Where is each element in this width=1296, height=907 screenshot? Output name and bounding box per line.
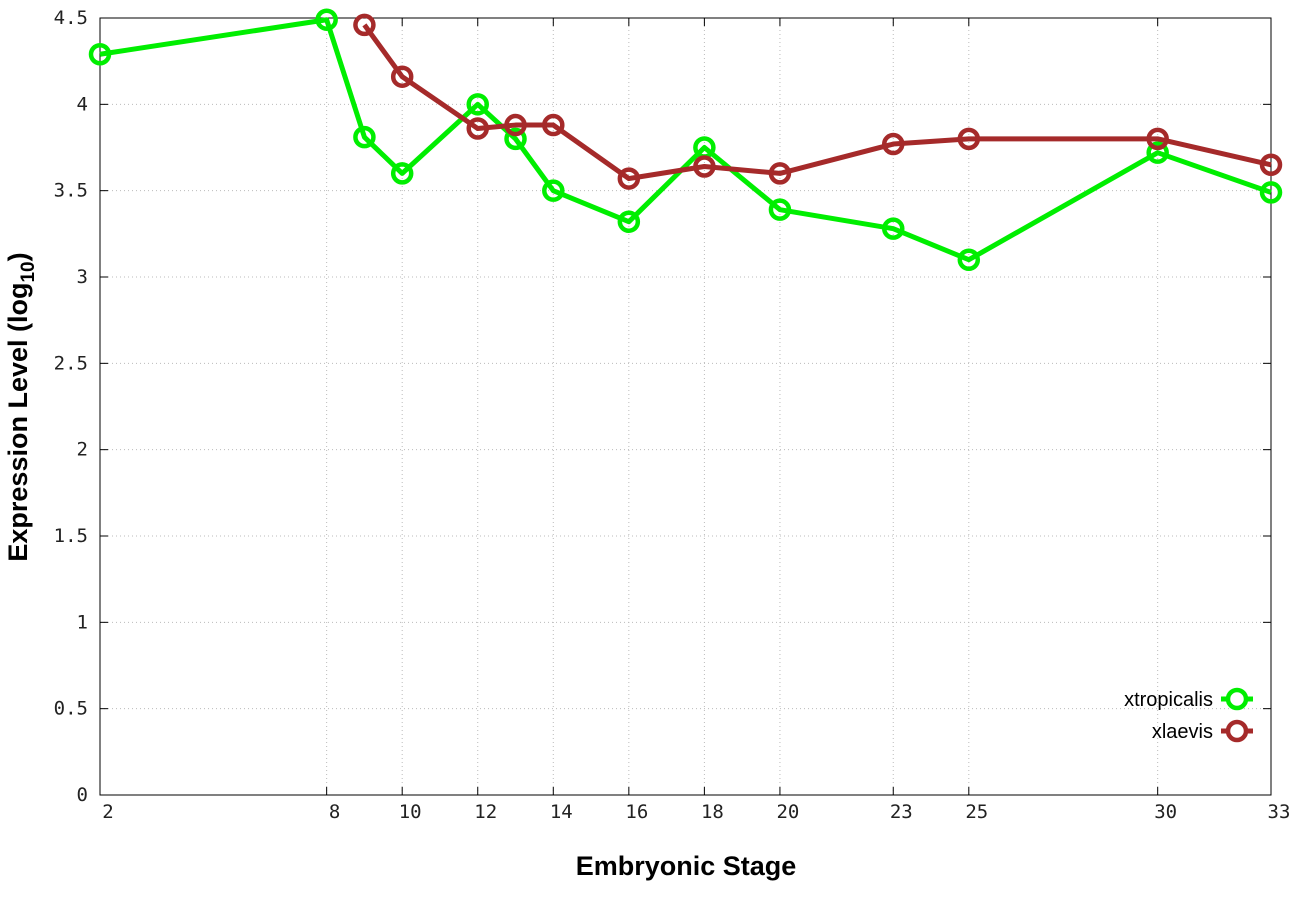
- x-axis-label: Embryonic Stage: [576, 851, 797, 881]
- y-tick-label: 0.5: [54, 698, 88, 720]
- y-tick-label: 4.5: [54, 7, 88, 29]
- x-tick-label: 14: [550, 801, 573, 823]
- x-tick-label: 10: [399, 801, 422, 823]
- data-point: [390, 65, 414, 88]
- x-tick-label: 30: [1154, 801, 1177, 823]
- x-tick-label: 33: [1268, 801, 1291, 823]
- y-tick-label: 3: [77, 266, 88, 288]
- data-point: [88, 43, 112, 66]
- data-point: [768, 198, 792, 221]
- data-point: [542, 113, 565, 137]
- legend-label: xtropicalis: [1124, 689, 1213, 711]
- series: [88, 8, 1283, 271]
- ticks: 2 8 10 12 14 16 18 20 23 25 30 33 0 0.5 1 1.5 2 2.5 3 3.5 4 4…: [54, 7, 1291, 823]
- y-tick-label: 3.5: [54, 180, 88, 202]
- data-point: [466, 93, 489, 116]
- data-point: [542, 179, 565, 202]
- data-point: [1259, 153, 1283, 177]
- x-tick-label: 2: [102, 801, 113, 823]
- data-point: [1259, 181, 1283, 204]
- data-point: [504, 113, 527, 137]
- grid: [100, 18, 1271, 795]
- data-point: [617, 210, 641, 233]
- y-axis-label: Expression Level (log10): [3, 252, 39, 561]
- legend-marker: [1225, 687, 1249, 711]
- data-point: [1146, 127, 1169, 151]
- legend: xtropicalis xlaevis: [1124, 687, 1253, 743]
- x-tick-label: 20: [776, 801, 799, 823]
- y-axis-label-main: Expression Level (log: [3, 283, 33, 562]
- data-point: [504, 127, 527, 151]
- data-point: [617, 167, 641, 190]
- x-tick-label: 18: [701, 801, 724, 823]
- data-point: [882, 217, 905, 240]
- data-point: [353, 125, 376, 149]
- series-xlaevis: [353, 13, 1283, 190]
- y-axis-label-close: ): [3, 252, 33, 261]
- data-point: [1146, 141, 1169, 164]
- x-tick-label: 16: [625, 801, 648, 823]
- series-line: [362, 23, 1272, 182]
- data-point: [957, 248, 981, 271]
- x-tick-label: 25: [965, 801, 988, 823]
- legend-label: xlaevis: [1152, 721, 1213, 743]
- plot-frame: [99, 17, 1272, 796]
- x-tick-label: 23: [890, 801, 913, 823]
- data-point: [315, 8, 338, 31]
- x-tick-label: 12: [474, 801, 497, 823]
- data-point: [353, 13, 376, 37]
- y-tick-label: 0: [77, 784, 88, 806]
- data-point: [390, 162, 414, 185]
- data-point: [882, 132, 905, 156]
- y-tick-label: 1: [77, 611, 88, 633]
- y-tick-label: 2: [77, 439, 88, 461]
- data-point: [693, 155, 716, 178]
- x-tick-label: 8: [329, 801, 340, 823]
- data-point: [768, 162, 792, 185]
- y-axis-label-sub: 10: [18, 261, 39, 282]
- legend-marker: [1225, 719, 1249, 743]
- data-point: [466, 117, 489, 140]
- y-tick-label: 1.5: [54, 525, 88, 547]
- y-tick-label: 2.5: [54, 352, 88, 374]
- data-point: [957, 127, 981, 151]
- y-tick-label: 4: [77, 93, 88, 115]
